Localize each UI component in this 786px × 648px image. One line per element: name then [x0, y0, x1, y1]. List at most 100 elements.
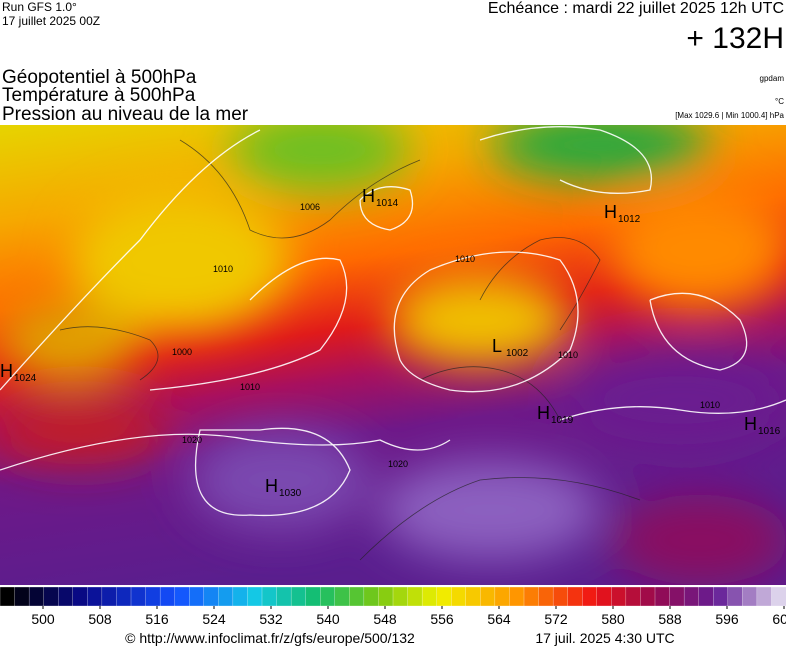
colorbar-cell: [43, 586, 59, 607]
pressure-center-symbol: H: [265, 476, 278, 496]
colorbar-cell: [509, 586, 525, 607]
colorbar-tick-label: 500: [31, 611, 55, 627]
colorbar-cell: [756, 586, 773, 607]
colorbar-cell: [320, 586, 336, 607]
colorbar-cell: [436, 586, 452, 607]
colorbar-cell: [174, 586, 190, 607]
isobar-label: 1020: [388, 459, 408, 469]
pressure-center-value: 1024: [14, 373, 37, 384]
colorbar-cell: [349, 586, 365, 607]
field-title: Géopotentiel à 500hPa: [2, 67, 197, 88]
pressure-center-symbol: H: [604, 202, 617, 222]
colorbar-cell: [363, 586, 380, 607]
colorbar-cell: [698, 586, 714, 607]
colorbar-tick-label: 580: [601, 611, 625, 627]
colorbar-tick-label: 524: [202, 611, 226, 627]
colorbar-cell: [130, 586, 147, 607]
pressure-center-symbol: L: [492, 336, 502, 356]
pressure-center-value: 1014: [376, 198, 399, 209]
colorbar-cell: [742, 586, 758, 607]
colorbar-cell: [451, 586, 467, 607]
colorbar-tick-label: 596: [715, 611, 739, 627]
pressure-center-value: 1002: [506, 348, 529, 359]
pressure-center-symbol: H: [362, 186, 375, 206]
colorbar-cell: [654, 586, 671, 607]
colorbar-cell: [58, 586, 74, 607]
isobar-label: 1020: [182, 435, 202, 445]
colorbar-cell: [596, 586, 612, 607]
unit-label: [Max 1029.6 | Min 1000.4] hPa: [675, 111, 784, 120]
colorbar-cell: [28, 586, 45, 607]
colorbar-cell: [87, 586, 103, 607]
pressure-center-symbol: H: [744, 414, 757, 434]
colorbar-cell: [523, 586, 540, 607]
pressure-center-symbol: H: [0, 361, 13, 381]
isobar-label: 1010: [455, 254, 475, 264]
colorbar-cell: [392, 586, 409, 607]
colorbar-cell: [713, 586, 729, 607]
field-title: Pression au niveau de la mer: [2, 104, 249, 125]
unit-label: gpdam: [760, 74, 785, 83]
colorbar-cell: [159, 586, 176, 607]
colorbar-cell: [611, 586, 627, 607]
pressure-center-value: 1012: [618, 214, 641, 225]
colorbar-tick-label: 588: [658, 611, 682, 627]
colorbar-cell: [567, 586, 583, 607]
valid-time: Echéance : mardi 22 juillet 2025 12h UTC: [488, 0, 784, 17]
pressure-center-value: 1019: [551, 415, 574, 426]
isobar-label: 1010: [700, 400, 720, 410]
isobar-label: 1010: [213, 264, 233, 274]
colorbar-cell: [669, 586, 685, 607]
generated-time: 17 juil. 2025 4:30 UTC: [535, 630, 674, 646]
isobar-label: 1000: [172, 347, 192, 357]
colorbar-cell: [771, 586, 786, 607]
colorbar-cell: [378, 586, 394, 607]
run-label: Run GFS 1.0°: [2, 0, 77, 14]
colorbar-cell: [538, 586, 554, 607]
colorbar-cell: [625, 586, 642, 607]
lead-time: + 132H: [686, 22, 784, 55]
colorbar-cell: [218, 586, 234, 607]
colorbar-cell: [189, 586, 205, 607]
colorbar-tick-label: 516: [145, 611, 169, 627]
colorbar-cell: [582, 586, 598, 607]
unit-label: °C: [775, 97, 784, 106]
colorbar-cell: [480, 586, 496, 607]
colorbar-tick-label: 604: [772, 611, 786, 627]
colorbar-cell: [334, 586, 350, 607]
colorbar-cell: [145, 586, 161, 607]
colorbar-tick-label: 564: [487, 611, 511, 627]
colorbar-cell: [552, 586, 569, 607]
colorbar-cell: [407, 586, 423, 607]
colorbar-cell: [101, 586, 118, 607]
colorbar-tick-label: 556: [430, 611, 454, 627]
colorbar-cell: [276, 586, 292, 607]
colorbar-cell: [261, 586, 278, 607]
colorbar-cell: [465, 586, 481, 607]
colorbar-tick-label: 532: [259, 611, 283, 627]
isobar-label: 1010: [558, 350, 578, 360]
pressure-center-value: 1016: [758, 426, 781, 437]
colorbar-cell: [72, 586, 88, 607]
colorbar-cell: [14, 586, 30, 607]
colorbar-tick-label: 572: [544, 611, 568, 627]
colorbar-tick-label: 540: [316, 611, 340, 627]
colorbar-tick-label: 508: [88, 611, 112, 627]
map-field: [0, 125, 786, 585]
colorbar-cell: [116, 586, 132, 607]
colorbar-cell: [203, 586, 219, 607]
pressure-center-symbol: H: [537, 403, 550, 423]
colorbar-cell: [290, 586, 307, 607]
isobar-label: 1006: [300, 202, 320, 212]
field-title: Température à 500hPa: [2, 85, 196, 106]
colorbar-cell: [232, 586, 249, 607]
colorbar-cell: [640, 586, 656, 607]
pressure-center-value: 1030: [279, 488, 302, 499]
colorbar-cell: [683, 586, 700, 607]
source-url: © http://www.infoclimat.fr/z/gfs/europe/…: [125, 630, 415, 646]
colorbar-cell: [494, 586, 511, 607]
colorbar-cell: [421, 586, 438, 607]
isobar-label: 1010: [240, 382, 260, 392]
colorbar-cell: [727, 586, 743, 607]
